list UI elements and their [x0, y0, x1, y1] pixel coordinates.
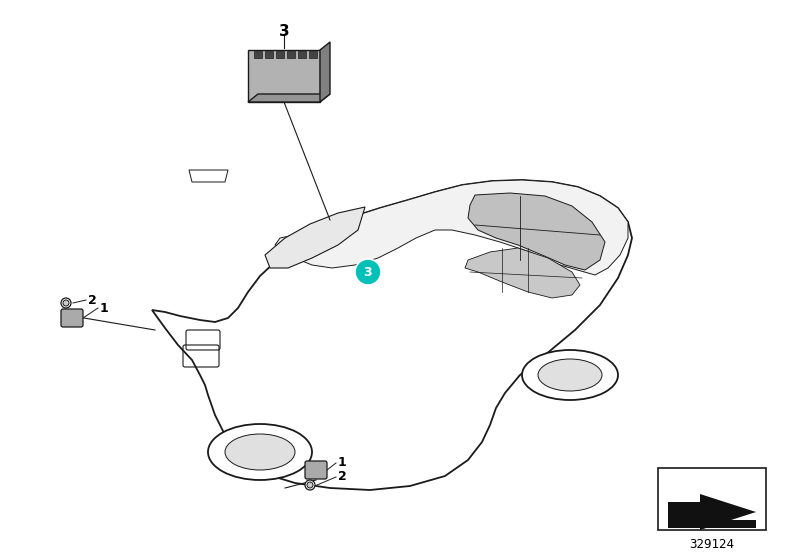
Text: 1: 1: [338, 456, 346, 469]
Bar: [668, 520, 756, 528]
Text: 3: 3: [278, 25, 290, 40]
Bar: [658, 468, 766, 530]
Polygon shape: [668, 494, 756, 530]
FancyBboxPatch shape: [61, 309, 83, 327]
Polygon shape: [468, 193, 605, 270]
Polygon shape: [248, 94, 330, 102]
Polygon shape: [320, 42, 330, 102]
Ellipse shape: [208, 424, 312, 480]
Circle shape: [355, 259, 381, 285]
Text: 2: 2: [88, 293, 97, 306]
Polygon shape: [265, 207, 365, 268]
Bar: [309, 51, 317, 58]
FancyBboxPatch shape: [305, 461, 327, 479]
Circle shape: [307, 482, 313, 488]
Circle shape: [61, 298, 71, 308]
Text: 2: 2: [338, 470, 346, 483]
Bar: [265, 51, 273, 58]
Ellipse shape: [522, 350, 618, 400]
Text: 329124: 329124: [690, 539, 734, 552]
Ellipse shape: [225, 434, 295, 470]
Bar: [276, 51, 284, 58]
Polygon shape: [465, 248, 580, 298]
Bar: [254, 51, 262, 58]
Circle shape: [63, 300, 69, 306]
Text: 3: 3: [364, 265, 372, 278]
Bar: [287, 51, 295, 58]
Bar: [298, 51, 306, 58]
Text: 1: 1: [100, 301, 109, 315]
Ellipse shape: [538, 359, 602, 391]
Circle shape: [305, 480, 315, 490]
Polygon shape: [248, 50, 320, 102]
Polygon shape: [275, 180, 628, 275]
Polygon shape: [152, 180, 632, 490]
